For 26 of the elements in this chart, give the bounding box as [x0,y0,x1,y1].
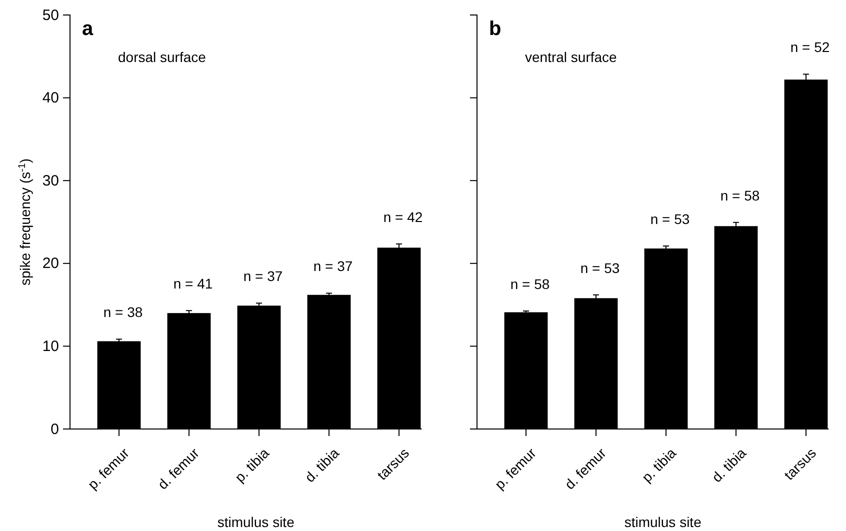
text: ventral surface [525,49,618,65]
annotation: n = 53 [580,260,620,276]
x-tick-label: p. tibia [232,444,272,486]
x-axis-title: stimulus site [217,514,295,530]
annotation: n = 37 [313,258,353,274]
x-axis-title: stimulus site [624,514,702,530]
annotation: n = 58 [510,276,550,292]
chart-title: b [489,18,502,40]
annotation: n = 52 [790,39,830,56]
y-tick-label: 20 [42,255,59,272]
y-tick-label: 40 [42,90,59,107]
annotation: n = 58 [720,187,760,204]
y-tick-label: 30 [42,172,59,190]
text: dorsal surface [118,49,206,65]
x-tick-label: d. tibia [708,444,750,486]
annotation: n = 53 [650,211,690,228]
chart-title: a [82,18,94,40]
annotation: n = 38 [103,304,143,320]
annotation: n = 37 [243,268,283,284]
y-tick-label: 50 [42,6,59,24]
annotation: n = 41 [173,276,213,292]
x-tick-label: p. tibia [638,444,680,486]
y-tick-label: 0 [50,420,59,438]
x-tick-label: d. tibia [302,444,342,486]
annotation: n = 42 [383,208,423,225]
y-tick-label: 10 [42,338,59,355]
